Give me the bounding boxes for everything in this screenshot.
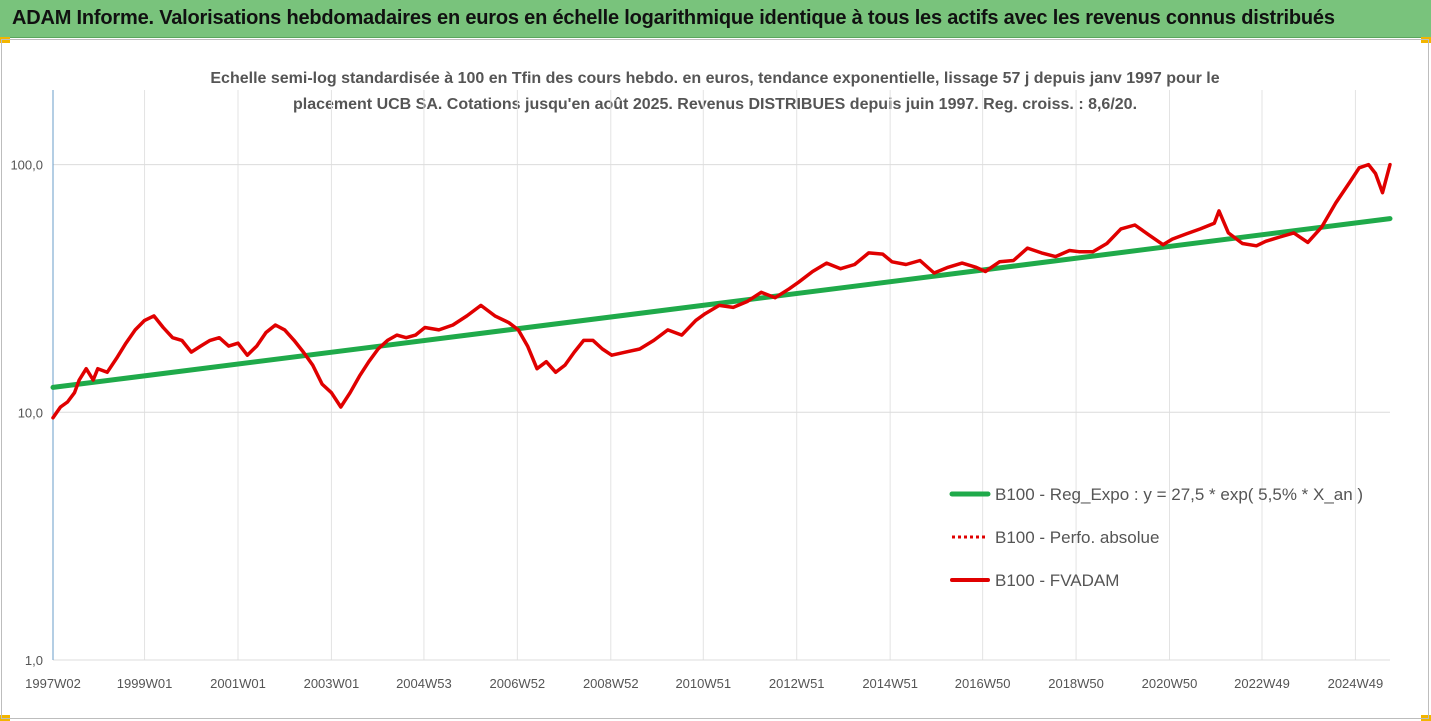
page-title: ADAM Informe. Valorisations hebdomadaire…: [12, 7, 1335, 29]
chart-title-line-1: Echelle semi-log standardisée à 100 en T…: [210, 70, 1220, 87]
corner-marker-right: [1421, 37, 1431, 43]
legend-label-2: B100 - FVADAM: [995, 571, 1119, 590]
chart-title-line-2: placement UCB SA. Cotations jusqu'en aoû…: [292, 96, 1138, 113]
x-tick-label-13: 2022W49: [1234, 676, 1290, 691]
x-tick-label-9: 2014W51: [862, 676, 918, 691]
series-line-2: [51, 162, 1392, 420]
y-tick-label-0: 1,0: [25, 653, 43, 668]
header-banner: ADAM Informe. Valorisations hebdomadaire…: [0, 0, 1431, 38]
x-tick-label-12: 2020W50: [1142, 676, 1198, 691]
x-tick-label-8: 2012W51: [769, 676, 825, 691]
x-tick-label-3: 2003W01: [304, 676, 360, 691]
x-tick-label-4: 2004W53: [396, 676, 452, 691]
y-tick-label-1: 10,0: [18, 405, 43, 420]
x-tick-label-14: 2024W49: [1328, 676, 1384, 691]
series-line-0: [50, 216, 1393, 390]
x-tick-label-2: 2001W01: [210, 676, 266, 691]
x-tick-label-0: 1997W02: [25, 676, 81, 691]
x-tick-label-1: 1999W01: [117, 676, 173, 691]
x-tick-label-6: 2008W52: [583, 676, 639, 691]
legend-label-1: B100 - Perfo. absolue: [995, 528, 1159, 547]
x-tick-label-7: 2010W51: [675, 676, 731, 691]
x-tick-label-5: 2006W52: [490, 676, 546, 691]
y-tick-label-2: 100,0: [10, 158, 43, 173]
legend-label-0: B100 - Reg_Expo : y = 27,5 * exp( 5,5% *…: [995, 485, 1363, 504]
x-tick-label-11: 2018W50: [1048, 676, 1104, 691]
x-tick-label-10: 2016W50: [955, 676, 1011, 691]
chart-title: Echelle semi-log standardisée à 100 en T…: [150, 66, 1280, 118]
corner-marker-left: [0, 37, 10, 43]
